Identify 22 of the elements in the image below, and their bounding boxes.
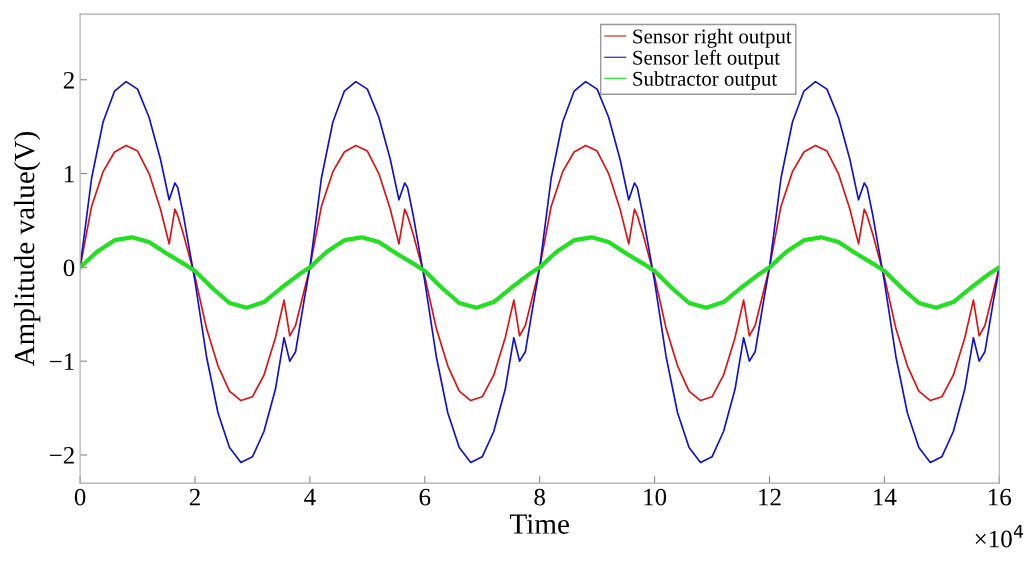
line-series — [80, 235, 1000, 310]
x-tick-label: 14 — [874, 488, 897, 506]
y-tick-label: 2 — [63, 71, 74, 89]
y-axis-title: Amplitude value(V) — [13, 132, 41, 367]
x-tick-label: 2 — [189, 488, 200, 506]
y-tick-label: −1 — [49, 353, 74, 370]
x-tick-label: 4 — [304, 488, 316, 506]
x-tick-label: 6 — [419, 488, 431, 506]
x-tick-label: 0 — [74, 488, 86, 506]
text: ×10$^{4}$ — [975, 524, 1024, 548]
x-tick-label: 12 — [759, 488, 781, 506]
y-tick-label: −2 — [49, 447, 74, 464]
x-axis-title: Time — [509, 514, 569, 534]
x-tick-label: 8 — [534, 488, 545, 506]
line-series — [80, 144, 1000, 402]
legend-label: Sensor right output — [633, 28, 792, 48]
legend-label: Sensor left output — [633, 49, 780, 69]
x-tick-label: 16 — [988, 488, 1012, 506]
x-tick-label: 10 — [644, 488, 667, 506]
legend-label: Subtractor output — [633, 71, 778, 91]
y-tick-label: 0 — [63, 259, 75, 277]
y-tick-label: 1 — [64, 165, 74, 183]
